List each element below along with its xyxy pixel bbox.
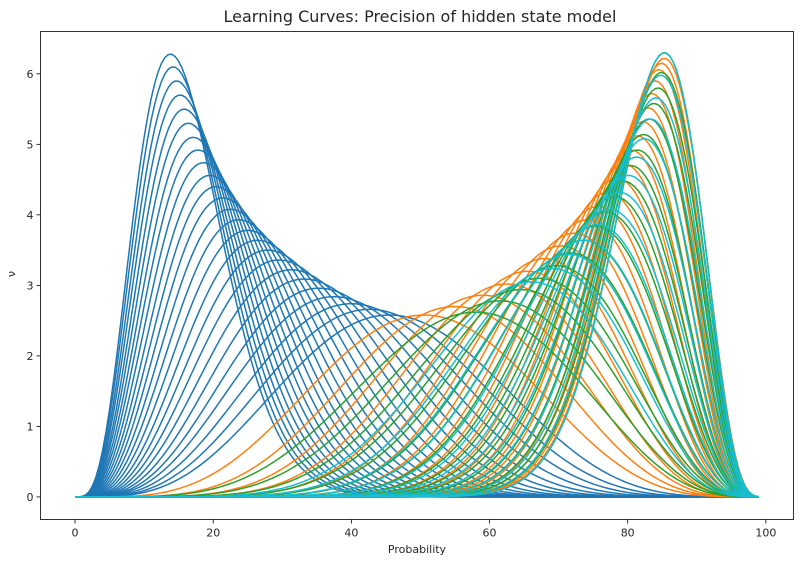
x-axis-ticks: 0 20 40 60 80 100 [72, 519, 776, 540]
x-tick-label: 60 [483, 527, 497, 540]
series-line [75, 52, 760, 498]
y-axis-label: ν [5, 271, 18, 277]
y-tick-label: 1 [27, 420, 34, 433]
y-tick-label: 6 [27, 68, 34, 81]
series-line [75, 300, 759, 498]
series-line [75, 314, 759, 498]
x-tick-label: 0 [72, 527, 79, 540]
y-tick-label: 4 [27, 209, 34, 222]
x-tick-label: 80 [621, 527, 635, 540]
series-line [75, 295, 759, 498]
x-tick-label: 40 [344, 527, 358, 540]
series-line [75, 314, 759, 498]
y-tick-label: 5 [27, 138, 34, 151]
y-axis-ticks: 0 1 2 3 4 5 6 [27, 68, 41, 504]
series-line [75, 311, 759, 498]
series-line [75, 308, 759, 498]
series-line [75, 305, 759, 498]
x-tick-label: 100 [755, 527, 776, 540]
x-axis-label: Probability [388, 543, 447, 556]
chart-title: Learning Curves: Precision of hidden sta… [224, 7, 617, 26]
y-tick-label: 3 [27, 279, 34, 292]
y-tick-label: 0 [27, 491, 34, 504]
plot-curves [75, 52, 760, 498]
plot-frame [40, 31, 794, 520]
x-tick-label: 20 [206, 527, 220, 540]
y-tick-label: 2 [27, 350, 34, 363]
